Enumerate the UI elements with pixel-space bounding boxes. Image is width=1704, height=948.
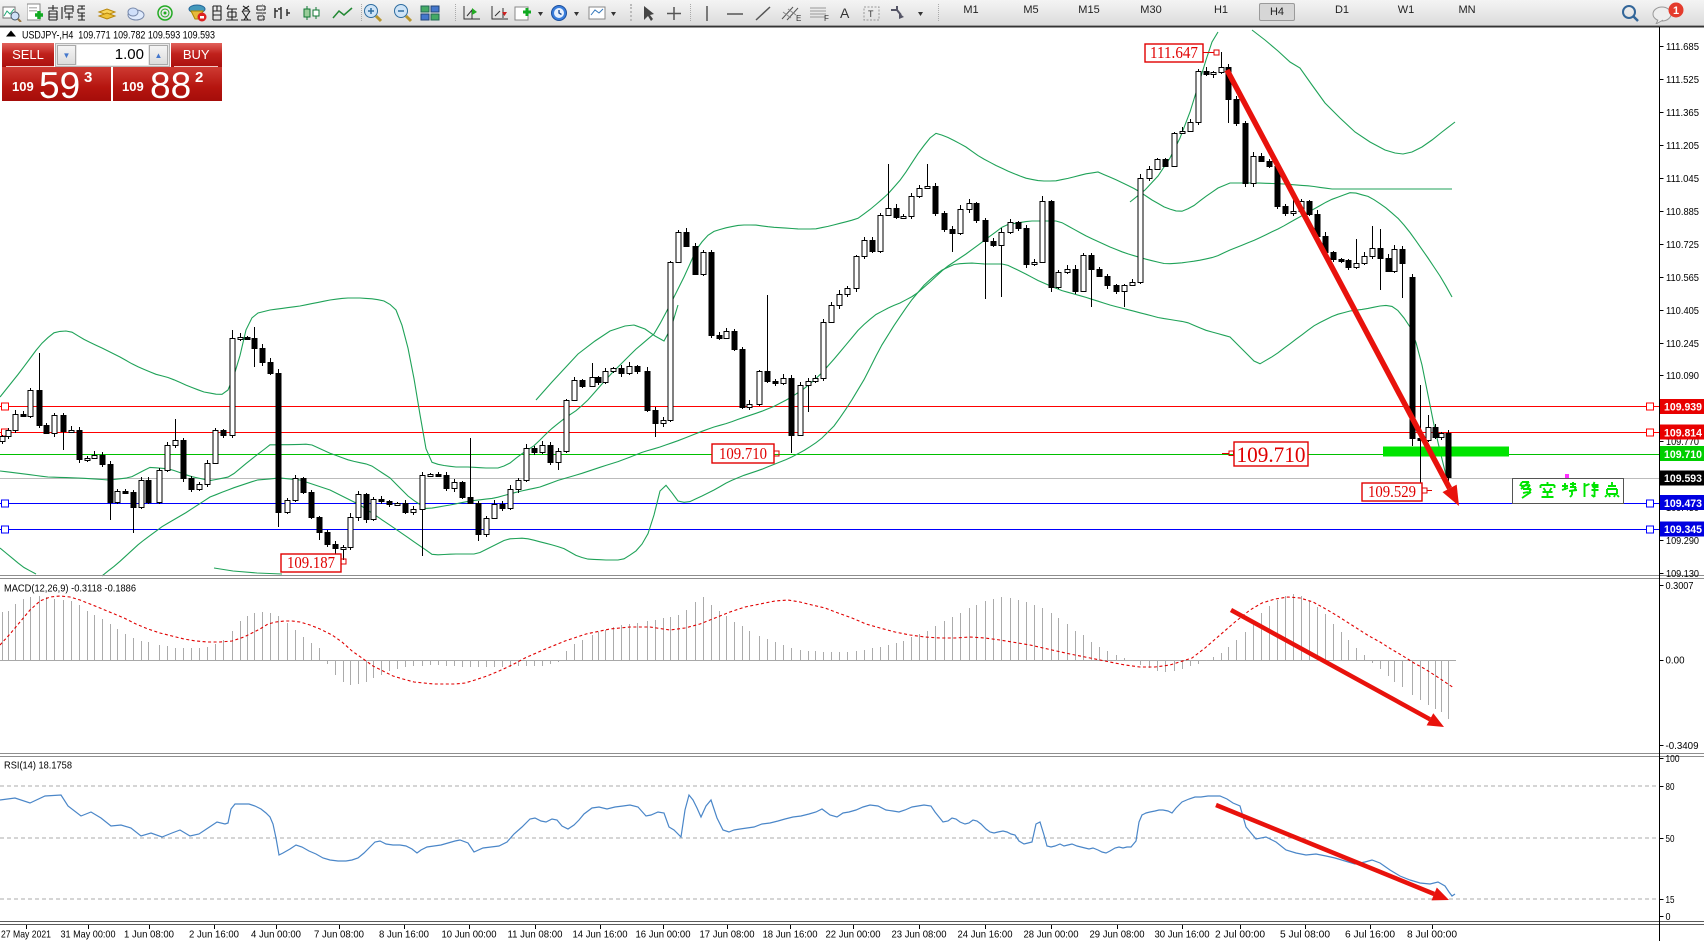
svg-text:109.187: 109.187 xyxy=(287,553,335,572)
svg-text:T: T xyxy=(868,9,874,19)
svg-text:0.00: 0.00 xyxy=(1666,655,1685,667)
svg-text:27 May 2021: 27 May 2021 xyxy=(1,929,51,941)
svg-text:110.090: 110.090 xyxy=(1666,370,1699,382)
svg-text:8 Jul 00:00: 8 Jul 00:00 xyxy=(1407,929,1457,941)
svg-text:110.725: 110.725 xyxy=(1666,239,1699,251)
svg-text:0.3007: 0.3007 xyxy=(1666,580,1694,592)
svg-text:17 Jun 08:00: 17 Jun 08:00 xyxy=(700,929,755,941)
svg-text:23 Jun 08:00: 23 Jun 08:00 xyxy=(892,929,947,941)
svg-text:111.045: 111.045 xyxy=(1666,173,1699,185)
svg-text:5 Jul 08:00: 5 Jul 08:00 xyxy=(1280,929,1330,941)
svg-text:7 Jun 08:00: 7 Jun 08:00 xyxy=(314,929,364,941)
svg-text:18 Jun 16:00: 18 Jun 16:00 xyxy=(763,929,818,941)
svg-text:29 Jun 08:00: 29 Jun 08:00 xyxy=(1090,929,1145,941)
svg-text:111.647: 111.647 xyxy=(1150,43,1198,62)
svg-text:110.885: 110.885 xyxy=(1666,206,1699,218)
svg-text:100: 100 xyxy=(1666,753,1680,765)
svg-text:109.130: 109.130 xyxy=(1666,568,1699,580)
svg-text:-0.3409: -0.3409 xyxy=(1666,740,1699,752)
svg-text:111.365: 111.365 xyxy=(1666,107,1699,119)
svg-text:110.405: 110.405 xyxy=(1666,305,1699,317)
svg-text:109.529: 109.529 xyxy=(1368,482,1416,501)
svg-text:50: 50 xyxy=(1666,833,1675,845)
svg-text:30 Jun 16:00: 30 Jun 16:00 xyxy=(1155,929,1210,941)
svg-text:1: 1 xyxy=(1673,5,1679,17)
svg-text:109.710: 109.710 xyxy=(1237,442,1306,467)
svg-text:14 Jun 16:00: 14 Jun 16:00 xyxy=(573,929,628,941)
svg-text:1 Jun 08:00: 1 Jun 08:00 xyxy=(124,929,174,941)
svg-text:4 Jun 00:00: 4 Jun 00:00 xyxy=(251,929,301,941)
svg-text:6 Jul 16:00: 6 Jul 16:00 xyxy=(1345,929,1395,941)
svg-text:28 Jun 00:00: 28 Jun 00:00 xyxy=(1024,929,1079,941)
svg-text:111.525: 111.525 xyxy=(1666,74,1699,86)
svg-text:2 Jun 16:00: 2 Jun 16:00 xyxy=(189,929,239,941)
svg-text:109.710: 109.710 xyxy=(1664,449,1702,461)
svg-text:109.290: 109.290 xyxy=(1666,535,1699,547)
svg-text:110.245: 110.245 xyxy=(1666,338,1699,350)
svg-text:15: 15 xyxy=(1666,894,1675,906)
svg-text:110.565: 110.565 xyxy=(1666,272,1699,284)
svg-text:10 Jun 00:00: 10 Jun 00:00 xyxy=(442,929,497,941)
svg-text:F: F xyxy=(824,14,829,23)
svg-text:31 May 00:00: 31 May 00:00 xyxy=(61,929,116,941)
svg-text:24 Jun 16:00: 24 Jun 16:00 xyxy=(958,929,1013,941)
svg-text:22 Jun 00:00: 22 Jun 00:00 xyxy=(826,929,881,941)
svg-text:80: 80 xyxy=(1666,781,1675,793)
svg-text:109.473: 109.473 xyxy=(1664,498,1702,510)
svg-text:109.710: 109.710 xyxy=(719,444,767,463)
svg-text:109.593: 109.593 xyxy=(1664,473,1702,485)
svg-text:16 Jun 00:00: 16 Jun 00:00 xyxy=(636,929,691,941)
svg-text:109.814: 109.814 xyxy=(1664,427,1703,439)
svg-text:USDJPY-,H4 109.771 109.782 10: USDJPY-,H4 109.771 109.782 109.593 109.5… xyxy=(22,30,215,42)
svg-text:111.685: 111.685 xyxy=(1666,41,1699,53)
svg-text:111.205: 111.205 xyxy=(1666,140,1699,152)
svg-text:MACD(12,26,9) -0.3118 -0.1886: MACD(12,26,9) -0.3118 -0.1886 xyxy=(4,583,136,595)
svg-text:0: 0 xyxy=(1666,911,1671,923)
svg-text:109.345: 109.345 xyxy=(1664,524,1702,536)
svg-text:2 Jul 00:00: 2 Jul 00:00 xyxy=(1215,929,1265,941)
svg-text:8 Jun 16:00: 8 Jun 16:00 xyxy=(379,929,429,941)
svg-text:11 Jun 08:00: 11 Jun 08:00 xyxy=(508,929,563,941)
svg-text:RSI(14) 18.1758: RSI(14) 18.1758 xyxy=(4,760,72,772)
svg-text:109.939: 109.939 xyxy=(1664,402,1702,414)
svg-text:E: E xyxy=(796,14,801,23)
